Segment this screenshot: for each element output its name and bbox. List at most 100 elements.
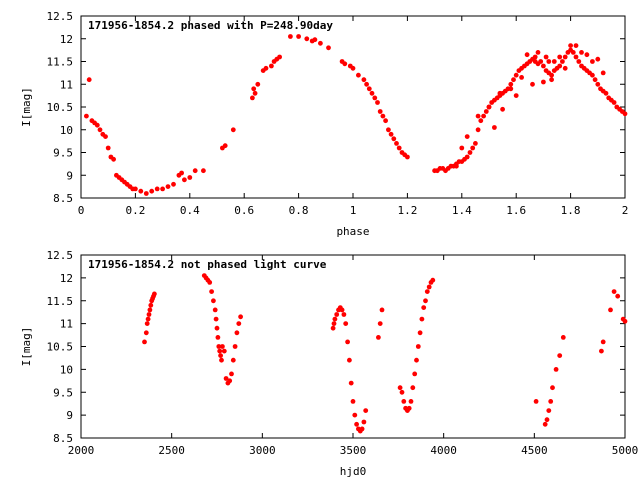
data-point — [230, 357, 236, 363]
data-point — [143, 330, 149, 336]
data-point — [364, 81, 369, 87]
data-point — [215, 335, 221, 340]
data-point — [414, 357, 419, 363]
data-point — [216, 344, 222, 349]
data-point — [380, 113, 386, 119]
data-point — [611, 100, 617, 105]
data-point — [399, 389, 405, 395]
data-point — [345, 339, 350, 345]
data-point — [214, 325, 220, 331]
y-tick-label: 8.5 — [53, 432, 73, 445]
data-point — [288, 34, 293, 39]
plot-frame — [80, 15, 626, 199]
data-point — [397, 385, 403, 391]
data-point — [332, 316, 338, 322]
data-point — [232, 344, 238, 349]
y-tick-label: 10.5 — [47, 341, 74, 354]
data-point — [255, 81, 261, 87]
data-point — [410, 385, 416, 391]
data-point — [590, 72, 595, 78]
data-point — [227, 378, 233, 384]
data-point — [94, 122, 100, 128]
data-point — [611, 289, 617, 294]
y-tick-label: 12 — [60, 33, 73, 46]
data-point — [508, 81, 514, 87]
data-point — [470, 145, 476, 151]
data-point — [538, 59, 544, 64]
data-point — [560, 59, 565, 64]
x-tick-label: 4000 — [430, 444, 457, 457]
data-point — [535, 50, 541, 55]
data-point — [543, 54, 549, 60]
data-point — [603, 90, 609, 96]
data-point — [171, 181, 176, 187]
data-point — [573, 54, 579, 60]
data-point — [560, 335, 566, 340]
data-point — [219, 357, 224, 363]
data-point — [599, 348, 604, 354]
x-tick-label: 1.4 — [452, 204, 472, 217]
data-point — [546, 408, 552, 413]
data-point — [86, 77, 92, 83]
data-point — [312, 37, 318, 43]
data-point — [145, 316, 151, 322]
data-point — [142, 339, 147, 345]
data-point — [350, 65, 356, 71]
data-point — [464, 154, 470, 160]
data-point — [550, 385, 555, 391]
data-point — [263, 65, 269, 71]
data-point — [379, 307, 385, 313]
data-point — [542, 421, 548, 427]
data-point — [207, 280, 213, 285]
data-point — [133, 186, 138, 192]
data-point — [615, 293, 621, 299]
data-point — [147, 307, 153, 313]
y-tick-label: 11.5 — [47, 295, 74, 308]
y-tick-label: 12.5 — [47, 249, 74, 262]
data-point — [600, 70, 606, 76]
data-point — [347, 357, 352, 363]
data-point — [483, 109, 489, 114]
x-axis-title: phase — [336, 225, 369, 238]
data-point — [363, 408, 369, 413]
panel-title: 171956-1854.2 phased with P=248.90day — [88, 19, 333, 32]
data-point — [497, 90, 503, 96]
data-point — [513, 93, 519, 98]
data-point — [423, 298, 428, 304]
data-point — [464, 134, 470, 140]
x-axis-title: hjd0 — [340, 465, 367, 478]
data-point — [557, 54, 563, 60]
data-point — [348, 380, 354, 386]
x-tick-label: 2500 — [158, 444, 185, 457]
data-point — [209, 289, 215, 294]
x-tick-label: 0.6 — [234, 204, 254, 217]
data-point — [326, 45, 331, 51]
data-point — [454, 163, 459, 169]
data-point — [339, 307, 345, 313]
y-tick-label: 12.5 — [47, 10, 74, 23]
data-point — [551, 59, 557, 64]
data-point — [500, 106, 505, 112]
data-point — [236, 321, 242, 326]
panel-title: 171956-1854.2 not phased light curve — [88, 258, 327, 271]
data-point — [269, 63, 274, 69]
data-point — [492, 125, 497, 130]
x-tick-label: 3500 — [340, 444, 367, 457]
data-point — [532, 54, 538, 60]
data-point — [568, 43, 573, 48]
data-point — [475, 127, 481, 133]
y-tick-label: 9 — [66, 409, 73, 422]
data-point — [356, 72, 361, 78]
data-point — [562, 54, 568, 60]
data-point — [408, 399, 414, 404]
x-tick-label: 0 — [78, 204, 85, 217]
y-tick-label: 10 — [60, 124, 73, 137]
data-point — [238, 314, 244, 320]
data-point — [192, 168, 198, 174]
plot-frame — [80, 254, 626, 439]
data-point — [369, 90, 375, 96]
data-point — [622, 318, 628, 324]
data-point — [576, 59, 582, 64]
data-point — [475, 113, 481, 119]
